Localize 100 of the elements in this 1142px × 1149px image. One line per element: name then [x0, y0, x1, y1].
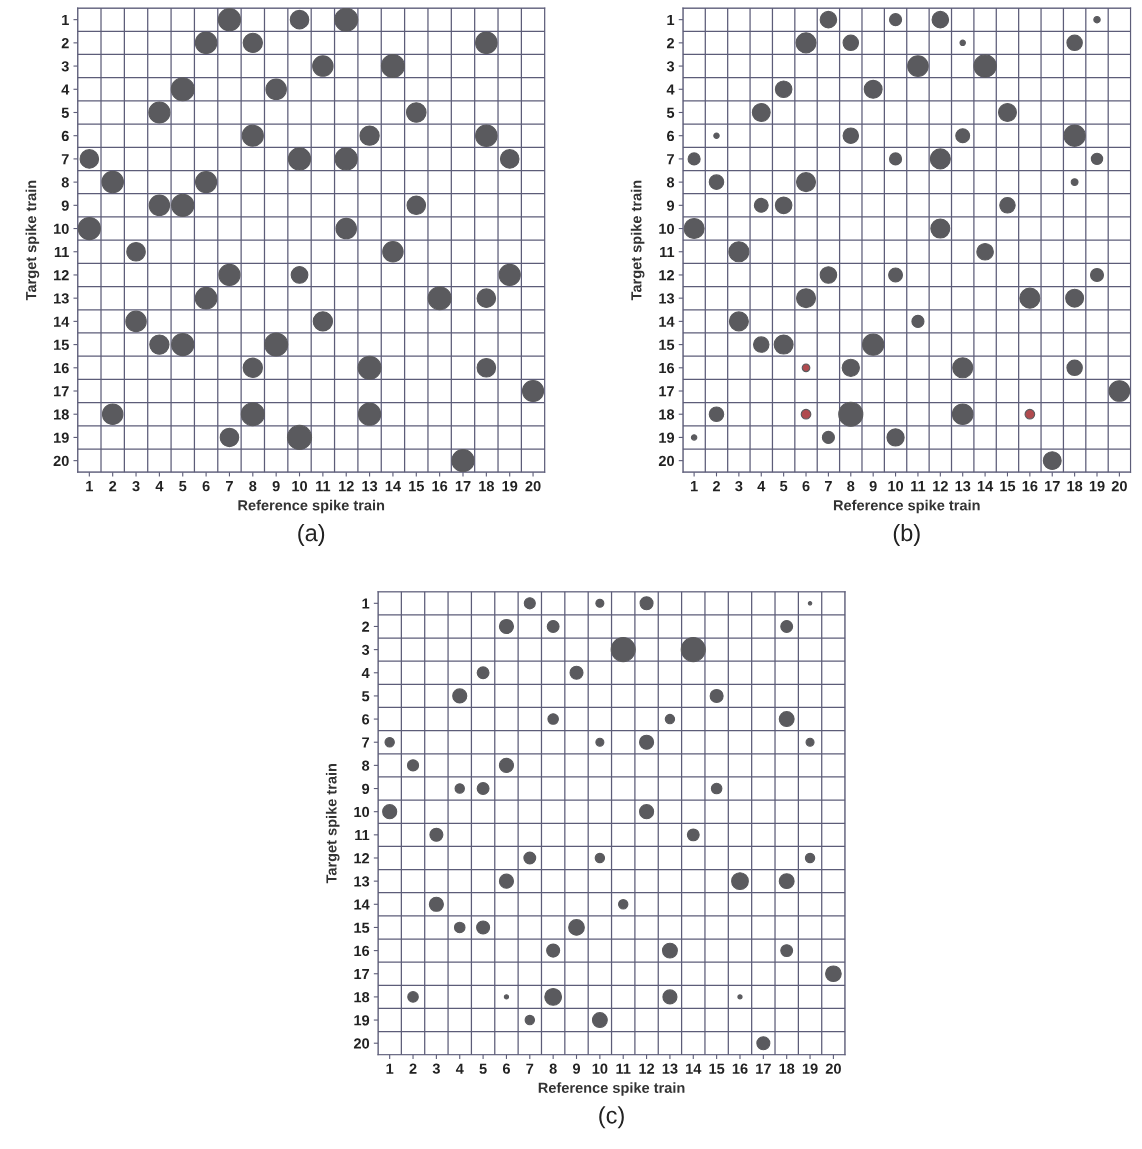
- y-tick-label: 7: [362, 737, 370, 748]
- y-tick-label: 6: [362, 714, 370, 725]
- y-tick-label: 2: [362, 621, 370, 632]
- y-tick-label: 19: [54, 432, 69, 443]
- y-tick-label: 15: [354, 922, 370, 933]
- y-tick-label: 15: [54, 339, 69, 351]
- x-tick-label: 6: [802, 480, 810, 492]
- text: (c): [599, 1106, 624, 1129]
- x-tick-label: 4: [155, 481, 164, 492]
- x-tick-label: 18: [779, 1063, 795, 1074]
- y-tick-label: 1: [362, 598, 370, 609]
- y-tick-label: 2: [61, 37, 69, 49]
- y-tick-label: 3: [61, 61, 69, 72]
- x-tick-label: 4: [455, 1063, 464, 1074]
- y-tick-label: 8: [61, 177, 69, 188]
- y-tick-label: 19: [354, 1015, 370, 1026]
- x-tick-label: 3: [132, 480, 140, 492]
- y-tick-label: 18: [659, 409, 675, 420]
- x-tick-label: 9: [272, 480, 280, 492]
- y-tick-label: 17: [54, 386, 69, 397]
- x-tick-label: 19: [1089, 480, 1105, 492]
- y-tick-label: 9: [666, 200, 675, 211]
- y-tick-label: 1: [62, 14, 69, 25]
- x-tick-label: 14: [385, 481, 401, 492]
- y-tick-label: 20: [353, 1038, 370, 1049]
- x-tick-label: 14: [977, 481, 994, 492]
- x-tick-label: 18: [479, 480, 495, 492]
- y-tick-label: 4: [666, 84, 675, 95]
- x-tick-label: 5: [479, 1063, 487, 1074]
- y-tick-label: 14: [54, 316, 70, 327]
- y-tick-label: 14: [659, 316, 675, 327]
- x-tick-label: 17: [455, 481, 471, 492]
- y-tick-label: 10: [354, 806, 370, 818]
- y-tick-label: 13: [54, 293, 69, 304]
- y-tick-label: 12: [54, 270, 69, 281]
- y-axis-title: Target spike train: [630, 180, 645, 301]
- x-tick-label: 1: [690, 481, 698, 492]
- y-tick-label: 16: [354, 945, 370, 957]
- y-tick-label: 17: [354, 969, 370, 980]
- y-tick-label: 3: [666, 61, 675, 72]
- x-tick-label: 16: [432, 480, 448, 492]
- x-tick-label: 6: [202, 480, 210, 492]
- x-tick-label: 19: [802, 1063, 818, 1074]
- x-tick-label: 6: [502, 1063, 510, 1074]
- x-tick-label: 4: [757, 481, 766, 492]
- x-tick-label: 18: [1067, 480, 1083, 492]
- y-tick-label: 5: [61, 107, 69, 118]
- y-tick-label: 2: [666, 37, 674, 49]
- x-tick-label: 19: [502, 480, 518, 492]
- y-tick-label: 1: [667, 14, 675, 25]
- x-tick-label: 2: [409, 1063, 417, 1074]
- x-tick-label: 7: [824, 481, 832, 492]
- x-tick-label: 17: [756, 1063, 771, 1074]
- y-tick-label: 20: [53, 455, 69, 467]
- x-axis-title: Reference spike train: [538, 1082, 685, 1096]
- x-tick-label: 12: [933, 480, 948, 492]
- y-tick-label: 13: [354, 876, 370, 887]
- text: (a): [298, 523, 325, 546]
- x-tick-label: 13: [955, 480, 971, 492]
- x-tick-label: 8: [847, 480, 855, 492]
- y-tick-label: 4: [61, 84, 70, 95]
- y-tick-label: 18: [354, 992, 370, 1003]
- y-tick-label: 7: [61, 154, 69, 165]
- y-axis-title: Target spike train: [325, 763, 340, 884]
- x-tick-label: 2: [712, 480, 720, 492]
- x-tick-label: 10: [592, 1063, 608, 1074]
- x-tick-label: 16: [1022, 480, 1038, 492]
- x-tick-label: 10: [292, 480, 308, 492]
- y-tick-label: 12: [659, 270, 674, 281]
- y-tick-label: 10: [54, 223, 69, 234]
- y-tick-label: 6: [667, 130, 675, 142]
- y-tick-label: 17: [659, 386, 674, 397]
- y-tick-label: 5: [666, 107, 675, 118]
- x-tick-label: 7: [526, 1063, 534, 1074]
- x-tick-label: 1: [86, 481, 93, 492]
- x-tick-label: 14: [686, 1063, 702, 1074]
- x-tick-label: 9: [869, 480, 877, 492]
- y-tick-label: 4: [361, 668, 370, 679]
- x-tick-label: 7: [226, 481, 233, 492]
- y-tick-label: 16: [659, 362, 675, 374]
- y-tick-label: 20: [658, 455, 674, 467]
- y-tick-label: 12: [354, 853, 370, 864]
- x-tick-label: 12: [639, 1063, 655, 1074]
- y-tick-label: 13: [659, 293, 675, 304]
- x-tick-label: 16: [732, 1063, 748, 1074]
- x-tick-label: 9: [572, 1063, 581, 1074]
- y-tick-label: 7: [667, 154, 674, 165]
- x-tick-label: 5: [179, 481, 187, 492]
- y-tick-label: 9: [61, 200, 69, 211]
- y-tick-label: 8: [362, 760, 370, 771]
- x-axis-title: Reference spike train: [238, 499, 385, 514]
- y-tick-label: 5: [362, 691, 370, 702]
- x-tick-label: 8: [549, 1063, 557, 1074]
- x-tick-label: 11: [911, 481, 926, 492]
- y-tick-label: 6: [61, 130, 69, 142]
- x-axis-title: Reference spike train: [833, 499, 980, 514]
- x-tick-label: 20: [1111, 480, 1127, 492]
- x-tick-label: 15: [1000, 481, 1016, 492]
- y-tick-label: 8: [666, 177, 675, 188]
- y-tick-label: 9: [362, 783, 370, 794]
